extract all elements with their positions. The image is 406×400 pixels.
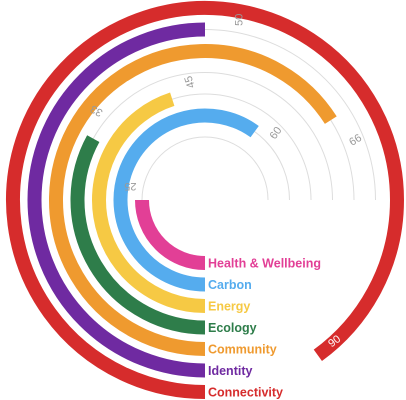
category-label-ecology: Ecology (208, 321, 257, 335)
value-label-energy: 45 (182, 74, 197, 89)
category-label-health-wellbeing: Health & Wellbeing (208, 257, 321, 271)
value-label-community: 66 (347, 132, 364, 149)
category-label-energy: Energy (208, 300, 250, 314)
bar-identity (27, 22, 206, 378)
value-label-ecology: 33 (88, 102, 105, 118)
value-label-connectivity: 90 (326, 333, 343, 350)
value-label-carbon: 60 (268, 125, 285, 142)
value-label-health-wellbeing: 25 (124, 180, 136, 192)
category-label-identity: Identity (208, 364, 252, 378)
label-layer: 25 Health & Wellbeing 60 Carbon 45 Energy 33 Ec… (88, 14, 364, 400)
category-label-community: Community (208, 343, 277, 357)
bar-energy (92, 92, 206, 313)
category-label-connectivity: Connectivity (208, 386, 283, 400)
category-label-carbon: Carbon (208, 278, 252, 292)
bar-health-wellbeing (135, 199, 206, 270)
bar-layer (6, 1, 404, 399)
value-label-identity: 50 (233, 14, 245, 26)
bar-ecology (70, 135, 206, 335)
bar-connectivity (6, 1, 404, 399)
bar-carbon (113, 108, 259, 292)
bar-community (49, 44, 337, 356)
